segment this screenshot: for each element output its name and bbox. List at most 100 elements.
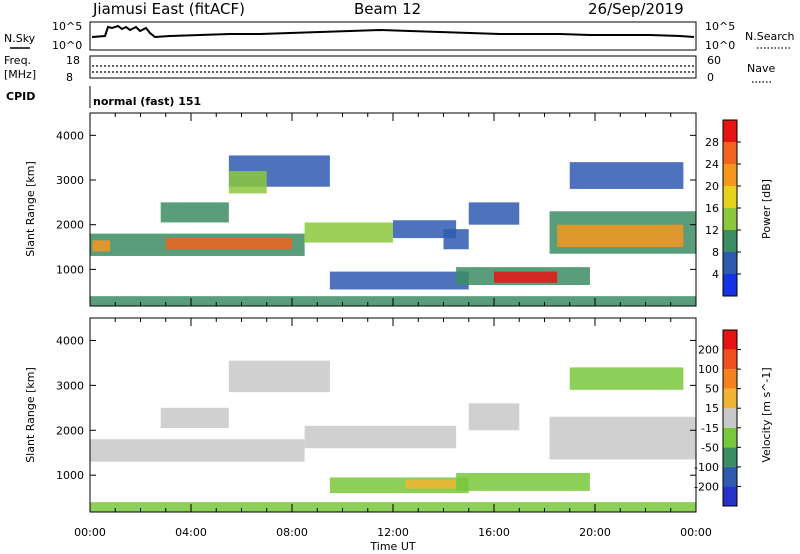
colorbar-segment <box>723 427 737 448</box>
colorbar-segment <box>723 120 737 142</box>
colorbar-segment <box>723 330 737 350</box>
date-label: 26/Sep/2019 <box>588 0 684 18</box>
velocity-colorbar-label: Velocity [m s^-1] <box>760 367 773 462</box>
freq-tick-high: 18 <box>66 54 80 67</box>
velocity-colorbar: 200 100 50 15 -15 -50 -100 -200 <box>694 329 741 507</box>
colorbar-tick-label: 20 <box>705 180 719 193</box>
y-tick-label: 1000 <box>56 469 84 482</box>
cpid-label: CPID <box>6 90 35 103</box>
y-tick-label: 3000 <box>56 174 84 187</box>
x-tick-label: 00:00 <box>74 526 106 539</box>
colorbar-segment <box>723 230 737 252</box>
y-tick-label: 3000 <box>56 379 84 392</box>
colorbar-tick-label: 15 <box>705 402 719 415</box>
x-tick-label: 04:00 <box>175 526 207 539</box>
cpid-text: normal (fast) 151 <box>93 95 201 108</box>
power-panel: 1000 2000 3000 4000 Slant Range [km] 4 8 12 16… <box>24 112 773 307</box>
colorbar-segment <box>723 408 737 428</box>
colorbar-segment <box>723 447 737 467</box>
x-tick-label: 08:00 <box>276 526 308 539</box>
power-x-ticks <box>89 113 697 306</box>
noise-left-tick-high: 10^5 <box>52 20 82 33</box>
noise-search-label: N.Search <box>745 30 795 43</box>
data-band-11 <box>494 271 558 283</box>
data-band-9 <box>329 271 469 290</box>
colorbar-tick-label: 50 <box>705 383 719 396</box>
colorbar-segment <box>723 486 737 506</box>
noise-panel: N.Sky 10^5 10^0 10^5 10^0 N.Search <box>4 20 795 52</box>
x-tick-label: 12:00 <box>377 526 409 539</box>
noise-sky-label: N.Sky <box>4 32 36 45</box>
colorbar-tick-label: 8 <box>712 246 719 259</box>
power-y-axis: 1000 2000 3000 4000 <box>56 129 696 276</box>
nave-tick-high: 60 <box>707 54 721 67</box>
data-band-9 <box>468 403 520 431</box>
y-tick-label: 4000 <box>56 129 84 142</box>
noise-right-tick-low: 10^0 <box>705 39 735 52</box>
y-tick-label: 2000 <box>56 424 84 437</box>
noise-right-tick-high: 10^5 <box>705 20 735 33</box>
x-axis-label: Time UT <box>369 540 415 553</box>
beam-label: Beam 12 <box>354 0 421 18</box>
data-band-3 <box>304 222 393 243</box>
colorbar-tick-label: 28 <box>705 136 719 149</box>
x-tick-label: 20:00 <box>579 526 611 539</box>
nave-tick-low: 0 <box>707 71 714 84</box>
colorbar-tick-label: 16 <box>705 202 719 215</box>
colorbar-segment <box>723 349 737 370</box>
data-band-6 <box>468 202 520 225</box>
y-tick-label: 1000 <box>56 263 84 276</box>
data-band-7 <box>405 479 457 489</box>
data-band-14 <box>160 202 229 223</box>
freq-panel-frame <box>89 55 697 79</box>
data-band-1 <box>92 240 111 252</box>
data-band-8 <box>557 224 684 248</box>
cpid-panel: CPID normal (fast) 151 <box>6 86 201 108</box>
noise-trace <box>91 24 695 39</box>
data-band-8 <box>569 367 684 390</box>
freq-label-line1: Freq. <box>4 54 31 67</box>
power-colorbar-label: Power [dB] <box>760 179 773 239</box>
x-tick-label: 00:00 <box>680 526 712 539</box>
data-band-5 <box>443 229 469 250</box>
data-band-6 <box>456 472 590 491</box>
colorbar-tick-label: 200 <box>698 344 719 357</box>
colorbar-segment <box>723 186 737 208</box>
radar-title: Jiamusi East (fitACF) <box>92 0 245 18</box>
data-band-3 <box>160 407 229 429</box>
velocity-y-axis-label: Slant Range [km] <box>24 367 37 463</box>
velocity-y-axis: 1000 2000 3000 4000 <box>56 334 696 482</box>
colorbar-tick-label: -100 <box>694 461 719 474</box>
colorbar-segment <box>723 466 737 487</box>
x-tick-label: 16:00 <box>478 526 510 539</box>
data-band-2 <box>549 416 696 460</box>
colorbar-segment <box>723 208 737 230</box>
freq-panel: Freq. [MHz] 18 8 60 0 Nave <box>4 54 775 84</box>
data-band-15 <box>569 162 684 189</box>
y-tick-label: 4000 <box>56 334 84 347</box>
colorbar-tick-label: 12 <box>705 224 719 237</box>
colorbar-tick-label: -50 <box>701 441 719 454</box>
colorbar-frame <box>722 329 738 507</box>
data-band-2 <box>165 238 292 250</box>
freq-label-line2: [MHz] <box>4 68 36 81</box>
colorbar-tick-label: 24 <box>705 158 719 171</box>
power-data-area <box>90 155 696 306</box>
colorbar-segment <box>723 388 737 409</box>
colorbar-segment <box>723 252 737 274</box>
noise-left-tick-low: 10^0 <box>52 39 82 52</box>
data-band-4 <box>393 220 457 239</box>
colorbar-tick-label: -200 <box>694 480 719 493</box>
colorbar-segment <box>723 164 737 186</box>
colorbar-tick-label: 100 <box>698 363 719 376</box>
power-y-axis-label: Slant Range [km] <box>24 161 37 257</box>
colorbar-tick-label: 4 <box>712 268 719 281</box>
colorbar-tick-label: -15 <box>701 422 719 435</box>
colorbar-segment <box>723 369 737 389</box>
data-band-4 <box>228 360 330 393</box>
noise-panel-frame <box>89 21 697 51</box>
velocity-data-area <box>90 360 696 512</box>
colorbar-segment <box>723 274 737 296</box>
freq-tick-low: 8 <box>66 71 73 84</box>
velocity-x-axis: 00:00 04:00 08:00 12:00 16:00 20:00 00:00 <box>74 318 712 539</box>
